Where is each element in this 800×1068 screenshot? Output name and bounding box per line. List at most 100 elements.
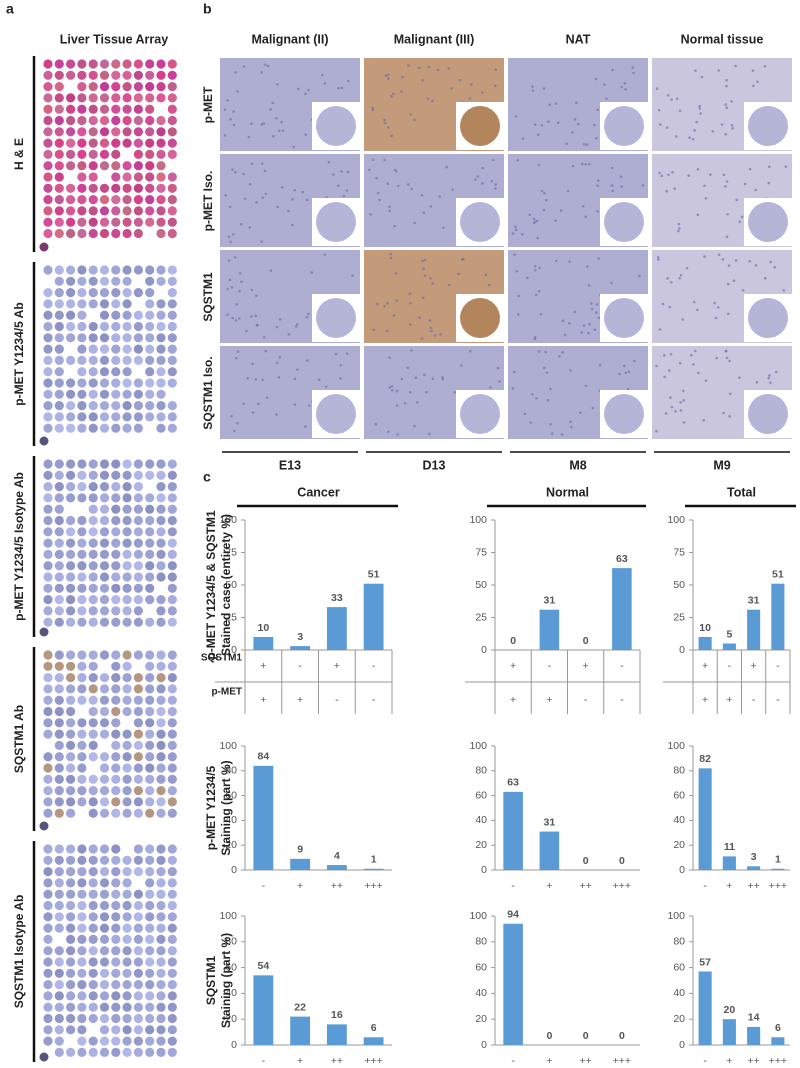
nucleus xyxy=(585,265,589,268)
tissue-core xyxy=(122,288,132,298)
tissue-core xyxy=(43,493,53,503)
nucleus xyxy=(246,376,250,380)
nucleus xyxy=(624,371,628,375)
nucleus xyxy=(254,314,257,318)
tissue-core xyxy=(167,889,177,899)
value-label: 6 xyxy=(371,1022,377,1034)
tissue-core xyxy=(133,968,143,978)
tissue-core xyxy=(122,493,132,503)
nucleus xyxy=(305,359,309,362)
x-tick-label: + xyxy=(726,694,732,706)
tissue-core xyxy=(145,561,155,571)
nucleus xyxy=(248,183,252,186)
tissue-core xyxy=(43,206,53,216)
tissue-core xyxy=(77,299,87,309)
tissue-core xyxy=(122,482,132,492)
nucleus xyxy=(768,374,771,377)
tissue-core xyxy=(167,195,177,205)
nucleus xyxy=(384,74,388,78)
nucleus xyxy=(610,166,614,170)
tissue-core xyxy=(43,310,53,320)
bar xyxy=(698,637,712,650)
tissue-core xyxy=(167,718,177,728)
tissue-core xyxy=(66,70,76,80)
y-tick-label: 60 xyxy=(673,789,685,801)
tissue-core xyxy=(111,797,121,807)
nucleus xyxy=(234,319,238,322)
tissue-core xyxy=(88,595,98,605)
nucleus xyxy=(223,133,227,137)
nucleus xyxy=(584,215,588,219)
nucleus xyxy=(619,175,623,179)
tissue-core xyxy=(99,1047,110,1057)
sample-label: E13 xyxy=(279,458,301,472)
tissue-core xyxy=(66,389,76,399)
tissue-core xyxy=(111,217,121,227)
y-axis-label: p-MET Y1234/5 xyxy=(204,765,218,850)
tissue-core xyxy=(133,763,143,773)
tissue-core xyxy=(77,389,87,399)
tissue-core xyxy=(167,149,177,159)
nucleus xyxy=(590,302,593,305)
nucleus xyxy=(266,64,270,68)
tissue-core xyxy=(111,729,121,739)
tissue-core xyxy=(145,684,155,694)
tissue-core xyxy=(111,934,121,945)
nucleus xyxy=(711,129,715,133)
tissue-core xyxy=(88,855,98,865)
nucleus xyxy=(661,302,665,306)
tissue-core xyxy=(133,93,143,103)
inset-core xyxy=(460,202,500,242)
value-label: 0 xyxy=(583,1030,589,1042)
tissue-core xyxy=(88,706,98,717)
nucleus xyxy=(550,432,554,435)
tissue-core xyxy=(156,482,166,492)
tissue-core xyxy=(43,504,53,514)
tissue-core xyxy=(145,93,155,103)
y-tick-label: 60 xyxy=(225,961,237,973)
tissue-core xyxy=(77,752,87,762)
tissue-core xyxy=(66,355,76,365)
y-tick-label: 100 xyxy=(469,740,487,752)
y-tick-label: 20 xyxy=(225,839,237,851)
tissue-core xyxy=(77,183,87,193)
bar xyxy=(363,583,384,650)
tissue-core xyxy=(167,538,177,548)
nucleus xyxy=(727,312,730,316)
nucleus xyxy=(538,289,541,293)
tissue-core xyxy=(77,195,87,205)
nucleus xyxy=(632,71,635,75)
sample-label: M8 xyxy=(569,458,586,472)
tissue-core xyxy=(43,912,53,922)
value-label: 82 xyxy=(699,753,711,765)
nucleus xyxy=(533,264,537,268)
tissue-core xyxy=(145,878,155,888)
tissue-core xyxy=(122,855,132,865)
nucleus xyxy=(232,110,235,113)
tissue-core xyxy=(66,265,76,275)
nucleus xyxy=(265,396,269,399)
tissue-core xyxy=(54,957,64,967)
nucleus xyxy=(660,174,664,178)
tissue-core xyxy=(111,299,121,309)
tissue-core xyxy=(156,980,166,990)
nucleus xyxy=(421,259,424,263)
tissue-core xyxy=(99,288,110,298)
value-label: 51 xyxy=(368,568,380,580)
tissue-core xyxy=(156,991,166,1001)
value-label: 10 xyxy=(699,622,711,634)
marker-core xyxy=(39,821,49,831)
tissue-core xyxy=(43,104,53,114)
x-tick-label: + xyxy=(510,660,516,672)
value-label: 57 xyxy=(699,956,711,968)
tissue-core xyxy=(156,900,166,911)
tissue-core xyxy=(88,104,98,114)
tissue-core xyxy=(156,228,166,239)
tissue-core xyxy=(167,138,177,148)
tissue-core xyxy=(167,549,177,560)
tissue-core xyxy=(133,355,143,365)
tissue-core xyxy=(167,355,177,365)
nucleus xyxy=(734,259,738,262)
tissue-core xyxy=(54,310,64,320)
tissue-core xyxy=(156,299,166,309)
